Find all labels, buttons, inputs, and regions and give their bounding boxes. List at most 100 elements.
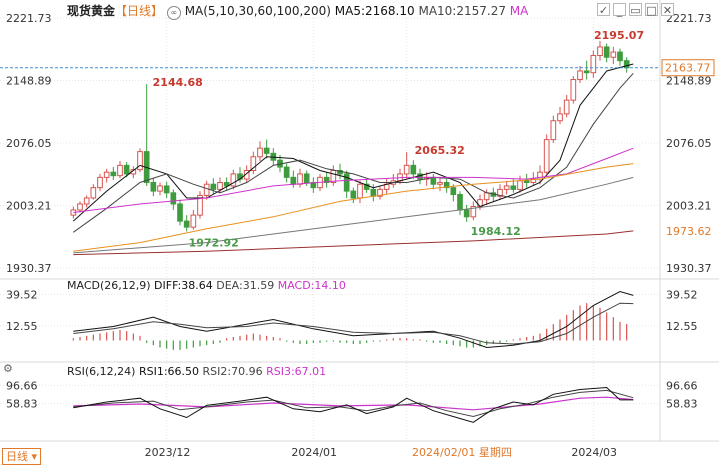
price-tick-right: 1930.37 <box>666 262 712 275</box>
candle <box>457 194 463 211</box>
high-annotation: 2195.07 <box>594 29 644 42</box>
candle <box>463 209 470 218</box>
candle <box>297 173 303 185</box>
macd-diff: DIFF:38.64 <box>154 279 213 292</box>
macd-tick-right: 12.55 <box>666 320 698 333</box>
period-button-label: 日线 <box>6 450 28 463</box>
candle <box>590 55 597 74</box>
macd-params: MACD(26,12,9) <box>67 279 151 292</box>
macd-tick-left: 39.52 <box>6 288 38 301</box>
candle <box>163 185 170 194</box>
rsi-tick-left: 58.83 <box>6 398 38 411</box>
rsi1-line <box>73 386 634 423</box>
candle <box>483 192 490 201</box>
candle <box>210 183 217 190</box>
macd-header: MACD(26,12,9) DIFF:38.64 DEA:31.59 MACD:… <box>67 279 346 292</box>
rsi-rsi1: RSI1:66.50 <box>138 365 200 378</box>
price-tick-left: 1930.37 <box>6 262 52 275</box>
minimize-icon[interactable]: _ <box>613 3 626 17</box>
candle <box>230 173 237 187</box>
close-icon[interactable]: ✕ <box>661 3 674 17</box>
rsi-rsi2: RSI2:70.96 <box>202 365 263 378</box>
candle <box>243 170 250 180</box>
candle <box>137 151 143 171</box>
chevron-down-icon: ▾ <box>31 450 38 463</box>
price-tick-left: 2221.73 <box>6 12 52 25</box>
maximize-icon[interactable]: □ <box>645 3 658 17</box>
date-label: 2023/12 <box>145 446 191 459</box>
cursor-date-label: 2024/02/01 星期四 <box>412 446 512 459</box>
macd-tick-left: 12.55 <box>6 320 38 333</box>
candle <box>497 188 503 197</box>
candle <box>597 46 603 57</box>
candle <box>343 173 350 192</box>
restore-icon[interactable]: ▭ <box>629 3 642 17</box>
candle <box>183 220 190 228</box>
candle <box>257 147 263 158</box>
macd-macd: MACD:14.10 <box>277 279 346 292</box>
candle <box>203 183 210 196</box>
candle <box>110 171 117 177</box>
candle <box>443 182 450 189</box>
current-price-tag <box>661 59 715 77</box>
candle <box>563 99 570 115</box>
link-icon[interactable]: ∞ <box>166 6 181 20</box>
period-button[interactable]: 日线 ▾ <box>2 448 42 465</box>
candle <box>150 182 157 192</box>
rsi2-line <box>73 389 634 418</box>
settings-icon[interactable]: ⚙ <box>3 362 13 375</box>
candle <box>323 176 330 184</box>
date-label: 2024/01 <box>291 446 337 459</box>
candle <box>90 187 97 199</box>
ma-extra: MA <box>509 4 529 18</box>
candle <box>430 176 437 185</box>
price-tick-left: 2003.21 <box>6 200 52 213</box>
current-price-value: 2163.77 <box>665 62 711 75</box>
candle <box>170 192 177 205</box>
price-tick-right: 2221.73 <box>666 12 712 25</box>
date-label: 2024/03 <box>571 446 617 459</box>
candle <box>217 182 223 190</box>
candle <box>370 188 377 197</box>
candle <box>77 203 83 211</box>
macd-dea: DEA:31.59 <box>216 279 275 292</box>
candle <box>223 182 230 187</box>
ma-line-ma60 <box>73 163 634 252</box>
candle <box>157 185 163 192</box>
period-tag[interactable]: 【日线】 <box>115 4 164 18</box>
peak-annotation: 2065.32 <box>415 144 465 157</box>
ma-line-ma200 <box>73 230 634 256</box>
ma-line-ma100 <box>73 176 634 254</box>
candle <box>177 203 183 222</box>
candle <box>530 178 537 184</box>
ma-line-ma5 <box>72 63 634 222</box>
peak-annotation: 2144.68 <box>153 76 203 89</box>
candle <box>103 171 110 178</box>
ma-line-ma10 <box>73 72 634 233</box>
candle <box>290 176 297 185</box>
ma5-value: MA5:2168.10 <box>334 4 415 18</box>
macd-tick-right: 39.52 <box>666 288 698 301</box>
candle <box>117 164 123 177</box>
candle <box>617 51 623 62</box>
checkbox-icon[interactable]: ✓ <box>597 3 610 17</box>
candle <box>510 185 517 190</box>
candle <box>403 164 410 175</box>
rsi-tick-right: 96.66 <box>666 379 698 392</box>
low-annotation: 1984.12 <box>471 225 521 238</box>
candle <box>357 183 363 199</box>
candle <box>190 214 197 228</box>
rsi-rsi3: RSI3:67.01 <box>266 365 327 378</box>
macd-dea-line <box>73 302 634 345</box>
candle <box>410 164 417 175</box>
chart-header: 现货黄金【日线】 ∞ MA(5,10,30,60,100,200) MA5:21… <box>67 2 528 20</box>
candle <box>450 187 457 196</box>
price-tick-right: 2148.89 <box>666 75 712 88</box>
candle <box>83 197 90 205</box>
candle <box>543 139 550 173</box>
candle <box>303 173 310 184</box>
candle <box>603 46 610 58</box>
candle <box>250 156 257 172</box>
ma10-value: MA10:2157.27 <box>418 4 506 18</box>
